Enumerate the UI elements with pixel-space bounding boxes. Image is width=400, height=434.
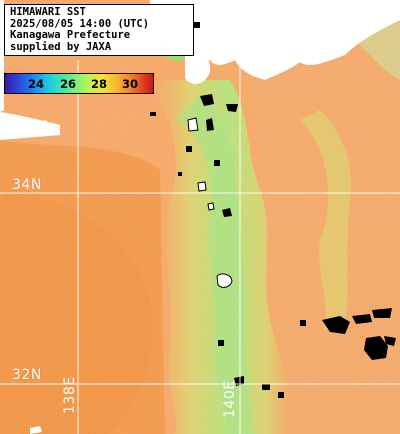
temperature-colorbar: 24 26 28 30 <box>4 73 154 94</box>
colorbar-tick-26: 26 <box>59 77 77 91</box>
caption-timestamp: 2025/08/05 14:00 (UTC) <box>10 17 150 30</box>
colorbar-tick-30: 30 <box>121 77 139 91</box>
caption-title: HIMAWARI SST <box>10 6 86 18</box>
graticule <box>0 40 400 434</box>
map-caption: HIMAWARI SST 2025/08/05 14:00 (UTC) Kana… <box>4 4 194 56</box>
island-oshima <box>187 117 199 132</box>
latitude-label-34n: 34N <box>12 177 42 193</box>
longitude-label-138e: 138E <box>62 376 78 414</box>
island-niijima <box>197 181 207 192</box>
caption-region: Kanagawa Prefecture <box>10 29 131 41</box>
land-kii <box>0 112 60 140</box>
land-boso <box>248 20 300 68</box>
island-kozushima <box>207 202 215 211</box>
small-islands <box>30 120 48 434</box>
colorbar-tick-28: 28 <box>90 77 108 91</box>
latitude-label-32n: 32N <box>12 367 42 383</box>
land-izu <box>185 47 211 84</box>
island-hachijojima <box>216 273 233 288</box>
land-honshu <box>150 0 400 80</box>
cloud-mask <box>150 22 396 398</box>
longitude-label-140e: 140E <box>222 380 238 418</box>
colorbar-tick-24: 24 <box>27 77 45 91</box>
caption-source: supplied by JAXA <box>10 40 112 53</box>
land-miura <box>232 39 259 61</box>
land-west-edge <box>0 0 4 112</box>
